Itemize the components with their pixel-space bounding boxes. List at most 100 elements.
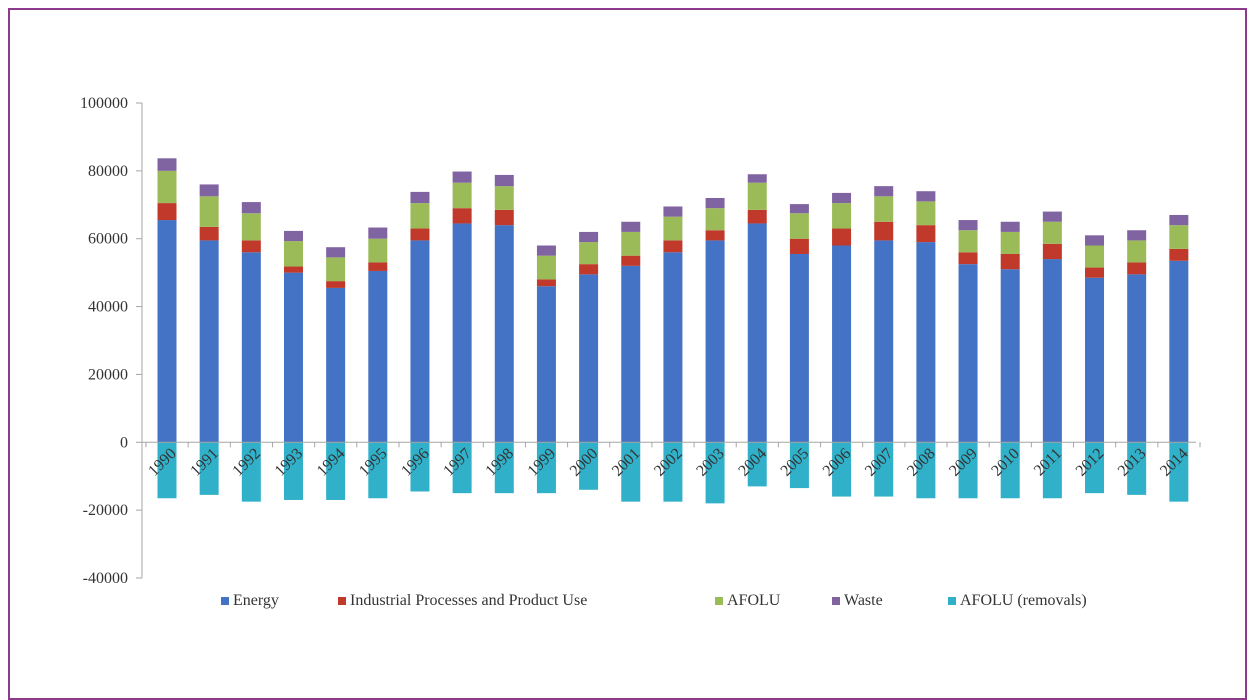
bar-waste-2002 (663, 206, 683, 217)
bar-energy-2012 (1085, 277, 1105, 443)
bar-afolu-1992 (241, 213, 261, 241)
y-tick-label: 80000 (88, 163, 128, 180)
bar-afolu-2010 (1000, 231, 1020, 254)
bar-industrial-processes-and-product-use-1990 (157, 203, 177, 221)
bar-afolu-2011 (1042, 221, 1062, 244)
bar-afolu-2012 (1085, 245, 1105, 268)
bar-industrial-processes-and-product-use-2014 (1169, 248, 1189, 261)
bar-waste-1993 (283, 230, 303, 242)
bar-energy-2006 (832, 245, 852, 443)
bar-afolu-removals-2005 (789, 442, 809, 489)
bar-industrial-processes-and-product-use-1992 (241, 240, 261, 253)
bar-afolu-removals-2002 (663, 442, 683, 502)
bar-energy-1990 (157, 220, 177, 443)
bar-energy-2010 (1000, 269, 1020, 443)
bar-industrial-processes-and-product-use-2005 (789, 238, 809, 254)
bar-energy-1993 (283, 272, 303, 443)
y-tick-label: 60000 (88, 231, 128, 248)
bar-afolu-removals-1997 (452, 442, 472, 494)
bar-industrial-processes-and-product-use-1996 (410, 228, 430, 241)
bar-waste-2005 (789, 204, 809, 214)
bar-industrial-processes-and-product-use-1994 (326, 281, 346, 288)
bar-industrial-processes-and-product-use-2002 (663, 240, 683, 253)
legend-label-waste: Waste (844, 592, 883, 609)
bar-waste-1991 (199, 184, 219, 197)
bar-industrial-processes-and-product-use-2000 (579, 264, 599, 275)
bar-afolu-2006 (832, 203, 852, 229)
bar-afolu-2001 (621, 231, 641, 256)
bar-energy-1998 (494, 225, 514, 443)
bar-waste-2010 (1000, 221, 1020, 232)
legend-swatch-waste (832, 597, 840, 605)
bar-afolu-2005 (789, 213, 809, 239)
legend-label-afolu-removals: AFOLU (removals) (960, 592, 1087, 609)
bar-afolu-removals-1996 (410, 442, 430, 492)
bar-afolu-removals-2010 (1000, 442, 1020, 499)
bar-energy-2011 (1042, 259, 1062, 443)
bar-waste-1995 (368, 227, 388, 239)
bar-waste-2004 (747, 174, 767, 183)
y-tick-label: 100000 (80, 95, 128, 112)
bar-waste-2008 (916, 191, 936, 202)
bar-afolu-removals-1998 (494, 442, 514, 494)
bar-waste-1996 (410, 191, 430, 204)
y-tick-label: 20000 (88, 366, 128, 383)
bar-industrial-processes-and-product-use-2012 (1085, 267, 1105, 278)
bar-afolu-2007 (874, 196, 894, 222)
bar-afolu-removals-2008 (916, 442, 936, 499)
bar-energy-2001 (621, 265, 641, 443)
bar-energy-1997 (452, 223, 472, 443)
y-tick-label: -40000 (83, 570, 128, 587)
bar-afolu-removals-1994 (326, 442, 346, 500)
bar-industrial-processes-and-product-use-1991 (199, 226, 219, 241)
bar-industrial-processes-and-product-use-2004 (747, 209, 767, 224)
bar-afolu-2008 (916, 201, 936, 226)
bar-afolu-removals-1993 (283, 442, 303, 500)
bar-afolu-1998 (494, 186, 514, 210)
bar-afolu-1997 (452, 182, 472, 209)
bar-afolu-removals-1992 (241, 442, 261, 502)
bar-waste-2013 (1127, 230, 1147, 241)
bar-afolu-removals-2000 (579, 442, 599, 490)
bar-waste-2000 (579, 231, 599, 243)
legend-swatch-afolu-removals (948, 597, 956, 605)
bar-energy-2008 (916, 242, 936, 443)
bar-waste-1999 (536, 245, 556, 256)
bar-afolu-1991 (199, 196, 219, 227)
bar-afolu-2002 (663, 216, 683, 241)
bar-waste-2012 (1085, 235, 1105, 246)
bar-industrial-processes-and-product-use-2013 (1127, 262, 1147, 275)
bar-energy-2004 (747, 223, 767, 443)
bar-waste-1992 (241, 202, 261, 214)
bar-afolu-removals-2009 (958, 442, 978, 499)
bar-waste-2007 (874, 186, 894, 197)
bar-energy-2013 (1127, 274, 1147, 443)
bar-industrial-processes-and-product-use-2007 (874, 221, 894, 241)
bar-waste-1994 (326, 247, 346, 258)
bar-energy-2014 (1169, 260, 1189, 443)
bar-afolu-removals-2004 (747, 442, 767, 487)
legend-swatch-industrial-processes-and-product-use (338, 597, 346, 605)
bar-waste-2011 (1042, 211, 1062, 222)
legend-label-energy: Energy (233, 592, 279, 609)
stacked-bar-chart: 100000800006000040000200000-20000-400001… (80, 95, 1201, 609)
bar-energy-1991 (199, 240, 219, 443)
bar-afolu-removals-1990 (157, 442, 177, 499)
bar-industrial-processes-and-product-use-2009 (958, 252, 978, 265)
bar-afolu-removals-2014 (1169, 442, 1189, 502)
bar-afolu-1999 (536, 255, 556, 280)
legend-label-industrial-processes-and-product-use: Industrial Processes and Product Use (350, 592, 587, 609)
bar-industrial-processes-and-product-use-2001 (621, 255, 641, 266)
bar-afolu-removals-2007 (874, 442, 894, 497)
bar-energy-2000 (579, 274, 599, 443)
bar-waste-1997 (452, 171, 472, 183)
bar-waste-2014 (1169, 214, 1189, 226)
bar-energy-1996 (410, 240, 430, 443)
bar-industrial-processes-and-product-use-1999 (536, 279, 556, 287)
chart-frame: 100000 80000 60000 40000 20000 0 -20000 -40000 1… (8, 8, 1247, 700)
bar-energy-1994 (326, 287, 346, 443)
bar-energy-2007 (874, 240, 894, 443)
bar-energy-1995 (368, 270, 388, 443)
bar-energy-2005 (789, 253, 809, 443)
legend-label-afolu: AFOLU (727, 592, 781, 609)
